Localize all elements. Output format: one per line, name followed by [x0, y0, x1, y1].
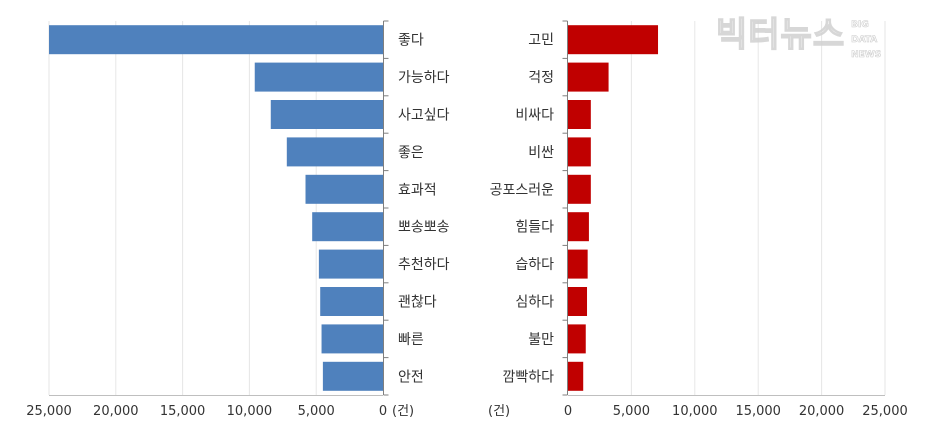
right-bar — [568, 25, 659, 55]
left-bar — [49, 25, 383, 55]
left-bar — [322, 361, 383, 391]
left-unit-label: (건) — [392, 404, 414, 419]
left-bar — [254, 62, 383, 92]
logo-sub-1: BIG — [851, 20, 869, 31]
left-category-label: 효과적 — [398, 182, 437, 198]
right-bar — [568, 174, 591, 204]
right-tick-label: 0 — [564, 404, 572, 419]
logo-main-text: 빅터뉴스 — [715, 15, 846, 55]
right-category-label: 공포스러운 — [490, 182, 555, 198]
right-category-label: 비싸다 — [515, 108, 554, 124]
logo-sub-3: NEWS — [851, 50, 882, 61]
logo-sub-block: BIG DATA NEWS — [851, 16, 882, 61]
logo-sub-2: DATA — [851, 35, 878, 46]
left-tick-label: 0 — [379, 404, 387, 419]
left-bar — [312, 212, 383, 242]
right-bar — [568, 324, 586, 354]
left-tick-label: 5,000 — [298, 404, 335, 419]
left-bar — [321, 324, 383, 354]
left-category-label: 뽀송뽀송 — [398, 220, 450, 236]
left-category-label: 가능하다 — [398, 70, 450, 86]
right-bar — [568, 137, 591, 167]
left-bar — [318, 249, 383, 279]
left-category-label: 좋은 — [398, 145, 424, 161]
right-unit-label: (건) — [488, 404, 510, 419]
right-category-label: 불만 — [528, 332, 554, 348]
left-bar — [286, 137, 383, 167]
left-bar — [305, 174, 383, 204]
right-category-label: 걱정 — [528, 70, 554, 86]
right-tick-label: 20,000 — [799, 404, 845, 419]
left-tick-label: 10,000 — [227, 404, 273, 419]
right-bar — [568, 62, 609, 92]
left-category-label: 괜찮다 — [398, 295, 437, 311]
left-category-label: 빠른 — [398, 332, 424, 348]
right-bar — [568, 287, 588, 316]
left-bar — [270, 100, 383, 129]
right-tick-label: 10,000 — [672, 404, 718, 419]
left-category-label: 사고싶다 — [398, 108, 450, 124]
right-category-label: 심하다 — [515, 295, 554, 311]
left-category-label: 안전 — [398, 369, 424, 385]
victor-news-logo: 빅터뉴스 BIG DATA NEWS — [715, 15, 882, 61]
right-bar — [568, 361, 584, 391]
right-bar — [568, 100, 591, 129]
right-tick-label: 25,000 — [862, 404, 908, 419]
left-tick-label: 20,000 — [93, 404, 139, 419]
right-bar — [568, 212, 589, 242]
left-tick-label: 25,000 — [26, 404, 72, 419]
right-category-label: 고민 — [528, 33, 554, 49]
right-category-label: 비싼 — [528, 145, 554, 161]
right-tick-label: 15,000 — [735, 404, 781, 419]
left-category-label: 좋다 — [398, 33, 424, 49]
right-category-label: 습하다 — [515, 257, 554, 273]
left-tick-label: 15,000 — [160, 404, 206, 419]
left-category-label: 추천하다 — [398, 257, 450, 273]
right-category-label: 깜빡하다 — [502, 369, 554, 385]
right-tick-label: 5,000 — [613, 404, 650, 419]
left-bar — [320, 287, 383, 316]
right-category-label: 힘들다 — [515, 220, 554, 236]
right-bar — [568, 249, 588, 279]
